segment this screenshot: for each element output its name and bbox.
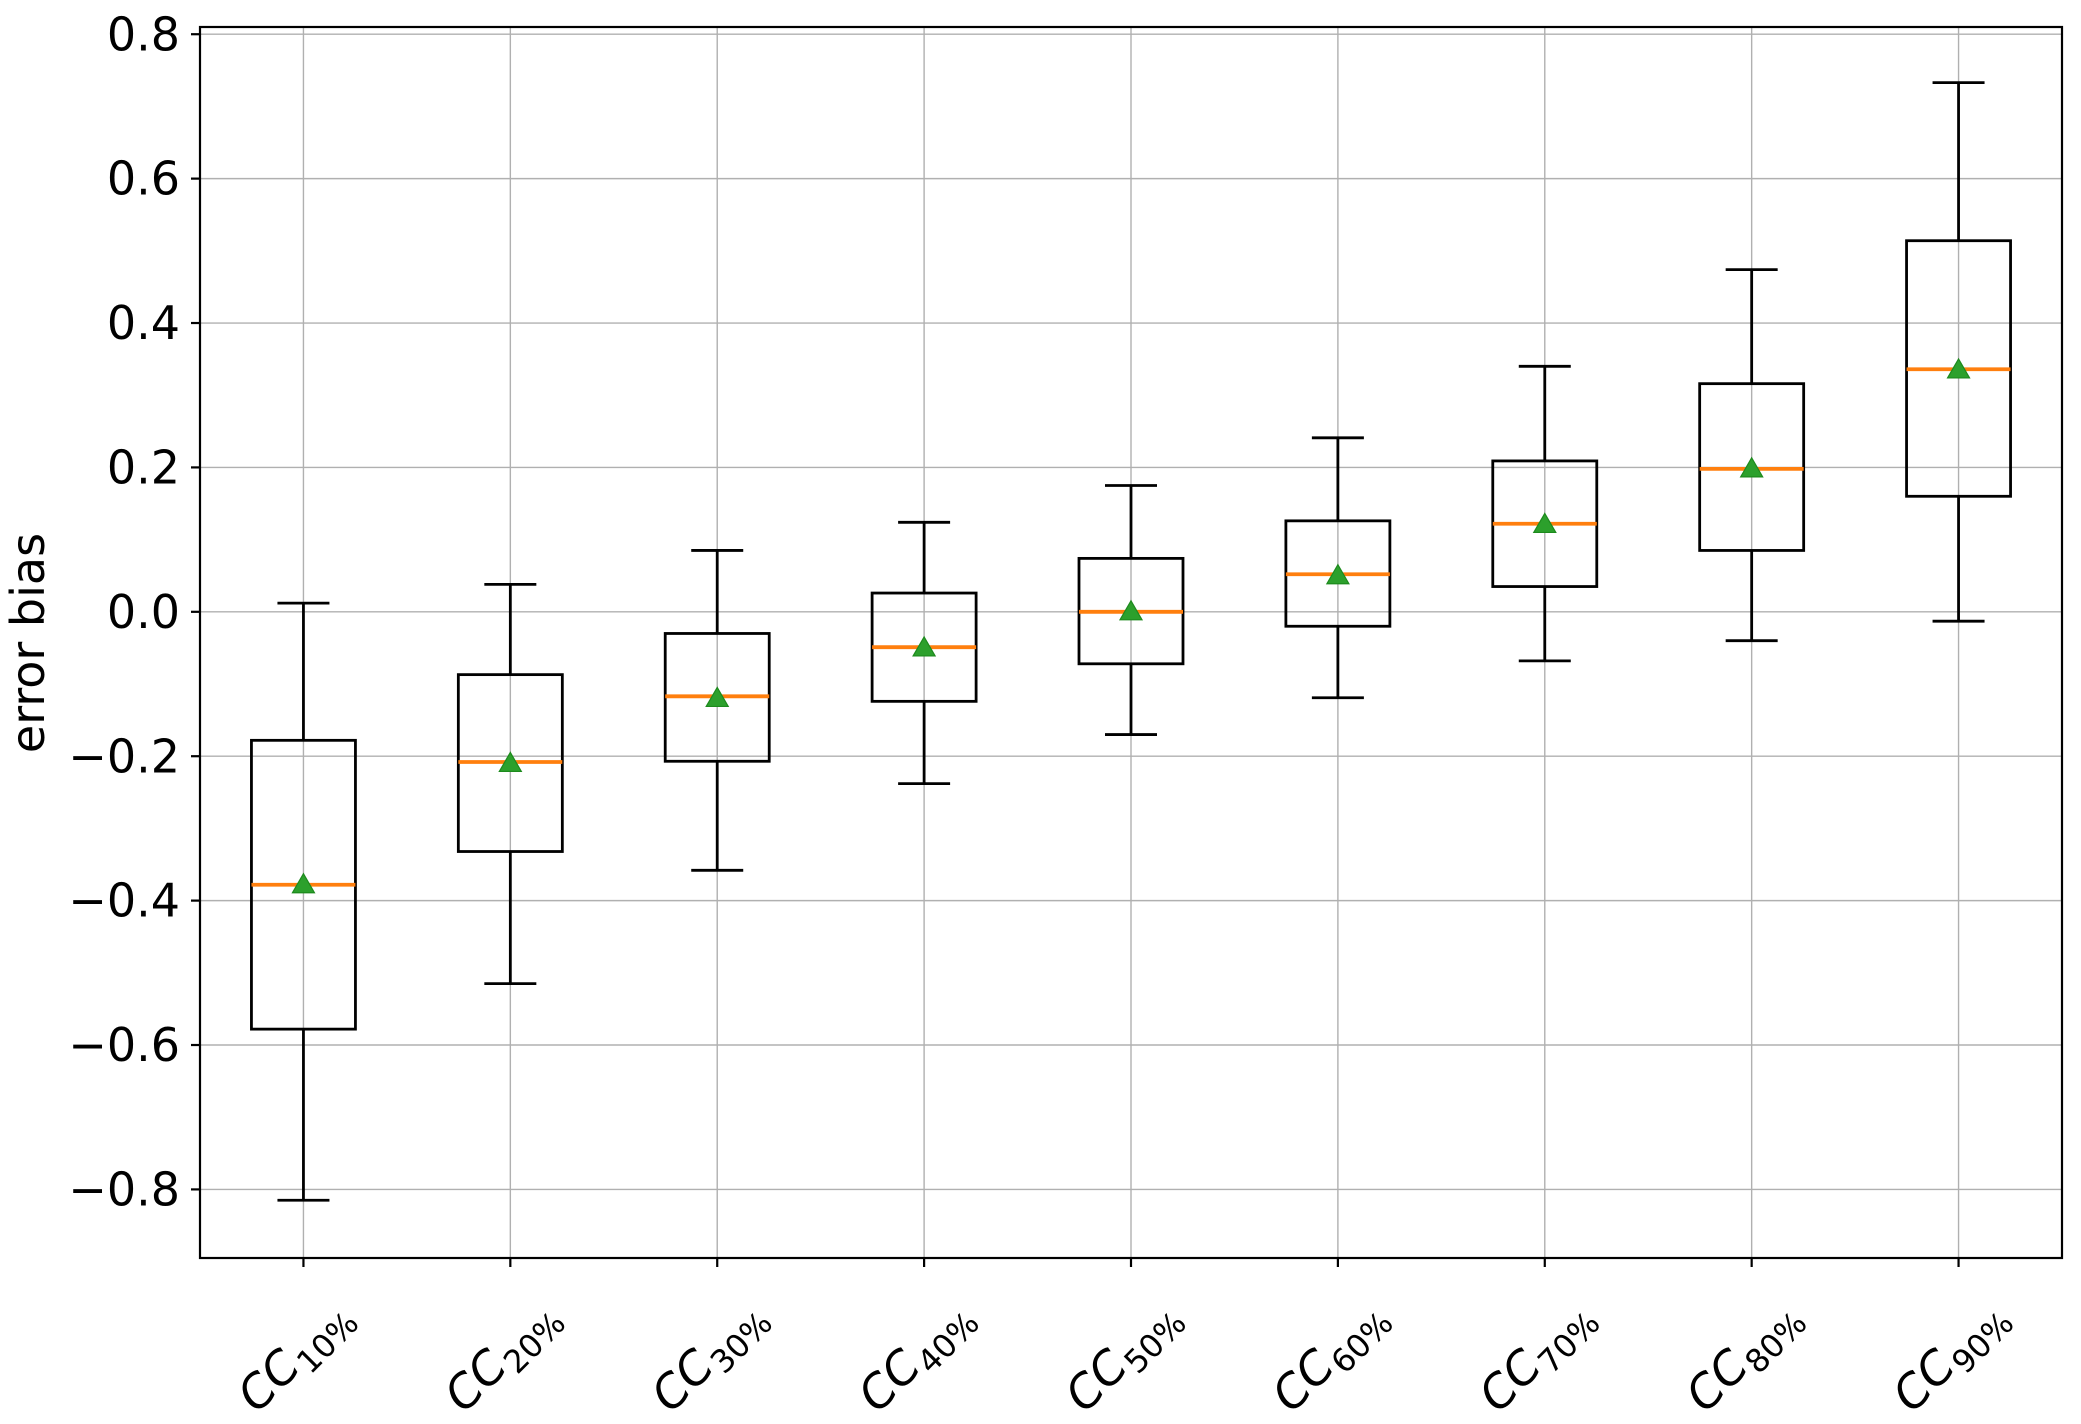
x-category-label: CC80% [1675,1288,1815,1424]
y-tick-label: 0.4 [107,296,180,350]
box-group-CC40% [870,520,978,786]
y-tick-label: 0.2 [107,441,180,495]
y-axis-label: error bias [1,533,55,753]
box-group-CC80% [1698,268,1806,643]
mean-marker [1739,456,1764,478]
y-tick-label: −0.2 [68,729,180,783]
x-category-label: CC70% [1468,1288,1608,1424]
grid-layer [200,27,2062,1258]
box-group-CC50% [1077,484,1185,736]
y-tick-label: −0.6 [68,1018,180,1072]
box-group-CC30% [663,549,771,872]
mean-marker [498,751,523,773]
box-layer [250,81,2012,1202]
mean-marker [1325,563,1350,585]
x-category-label: CC90% [1882,1288,2022,1424]
x-category-label: CC30% [640,1288,780,1424]
box-group-CC70% [1491,364,1599,663]
box-group-CC10% [250,601,357,1202]
mean-marker [1946,357,1971,379]
box-group-CC20% [456,582,564,986]
box-group-CC60% [1284,436,1392,700]
y-tick-label: 0.0 [107,585,180,639]
y-tick-label: −0.4 [68,874,180,928]
y-tick-label: 0.8 [107,7,180,61]
mean-marker [1532,512,1557,534]
axis-layer: 0.8 0.6 0.4 0.2 0.0 −0.2 −0.4 −0.6 −0.8 CC10% CC20… [68,7,2064,1424]
x-category-label: CC10% [227,1288,367,1424]
mean-marker [1118,599,1144,621]
y-tick-label: 0.6 [107,152,180,206]
mean-marker [705,686,730,708]
mean-marker [291,872,316,894]
box-group-CC90% [1905,81,2012,623]
x-category-label: CC60% [1261,1288,1401,1424]
mean-marker [912,635,937,657]
x-category-label: CC20% [433,1288,573,1424]
y-tick-label: −0.8 [68,1163,180,1217]
x-category-label: CC40% [847,1288,987,1424]
x-category-label: CC50% [1054,1288,1194,1424]
plot-border [198,25,2064,1260]
